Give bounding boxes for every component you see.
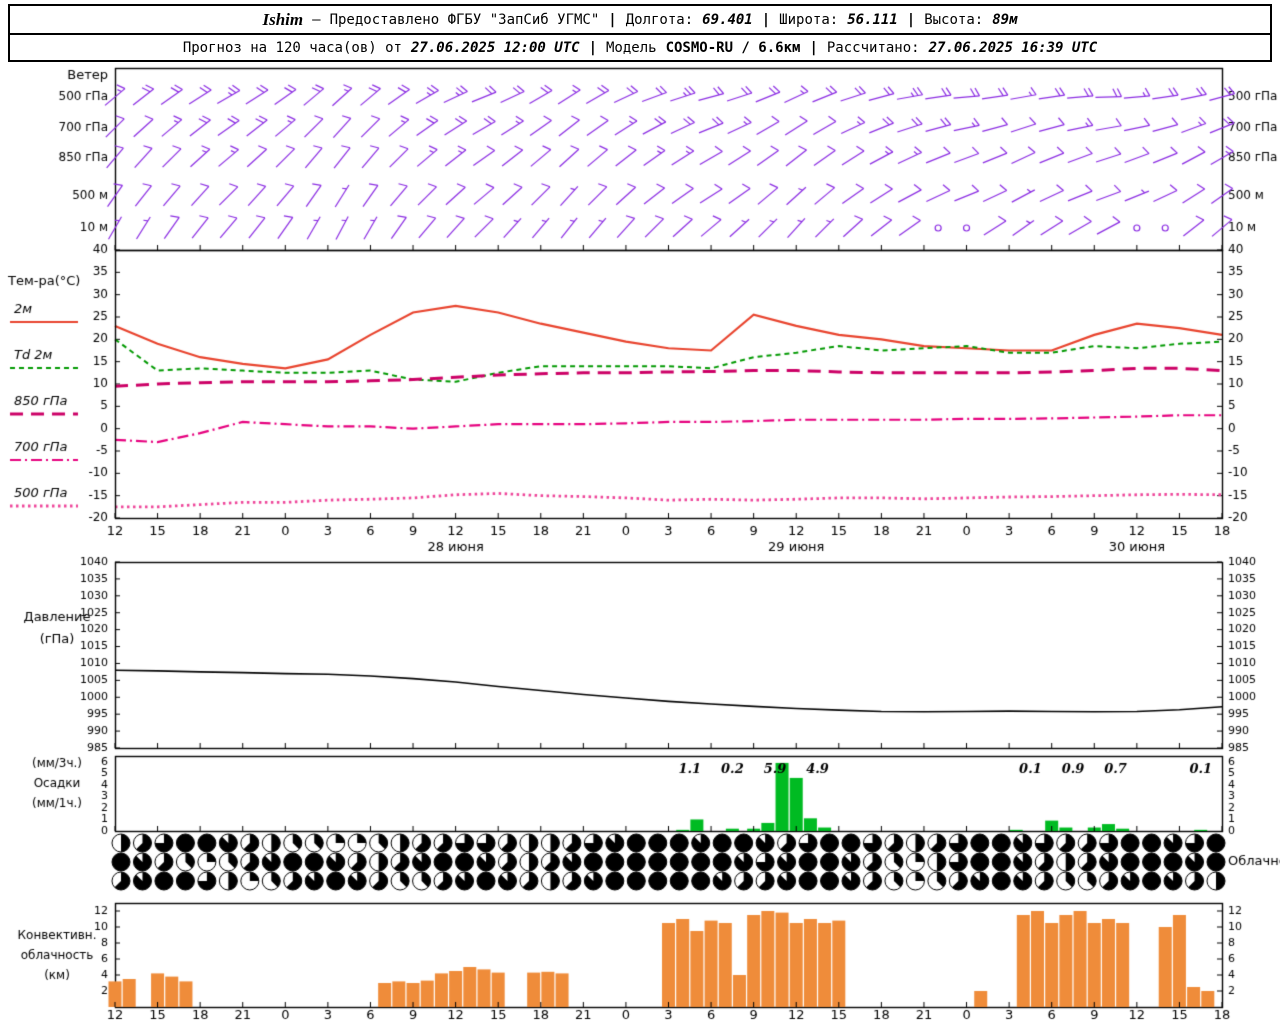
- altitude-value: 89м: [992, 11, 1018, 28]
- forecast-label: Прогноз на 120 часа(ов) от: [182, 39, 402, 56]
- separator: |: [809, 39, 818, 56]
- separator: |: [761, 11, 771, 28]
- provider-text: Предоставлено ФГБУ "ЗапСиб УГМС": [329, 11, 600, 28]
- header-row-model: Прогноз на 120 часа(ов) от 27.06.2025 12…: [10, 33, 1270, 60]
- altitude-label: Высота:: [924, 11, 984, 28]
- separator: |: [608, 11, 617, 28]
- separator: |: [906, 11, 916, 28]
- model-value: COSMO-RU / 6.6км: [665, 39, 801, 56]
- latitude-value: 56.111: [847, 11, 898, 28]
- meteogram-canvas: [0, 64, 1280, 1024]
- calc-label: Рассчитано:: [826, 39, 920, 56]
- longitude-label: Долгота:: [625, 11, 694, 28]
- separator: |: [588, 39, 597, 56]
- header: Ishim — Предоставлено ФГБУ "ЗапСиб УГМС"…: [8, 4, 1272, 62]
- latitude-label: Широта:: [779, 11, 839, 28]
- header-dash: —: [312, 11, 321, 28]
- model-label: Модель: [606, 39, 657, 56]
- calc-time: 27.06.2025 16:39 UTC: [928, 39, 1098, 56]
- station-name: Ishim: [262, 9, 304, 29]
- longitude-value: 69.401: [702, 11, 753, 28]
- header-row-station: Ishim — Предоставлено ФГБУ "ЗапСиб УГМС"…: [10, 6, 1270, 33]
- forecast-start-time: 27.06.2025 12:00 UTC: [410, 39, 580, 56]
